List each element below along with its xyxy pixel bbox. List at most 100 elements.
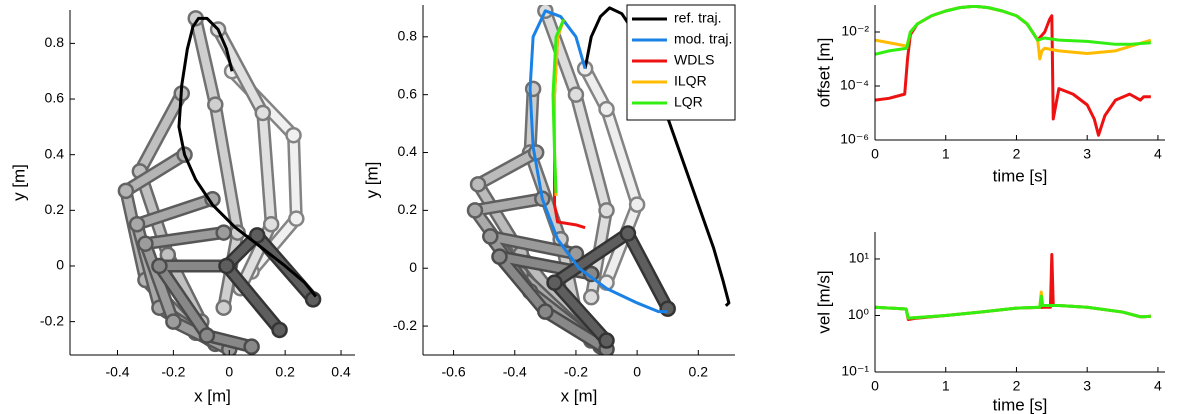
arm-joint bbox=[243, 338, 260, 355]
arm-joint bbox=[469, 176, 487, 193]
y-axis-label: offset [m] bbox=[814, 38, 833, 108]
y-tick-label: 0.6 bbox=[45, 90, 65, 106]
series-line bbox=[177, 16, 318, 298]
x-axis-label: x [m] bbox=[561, 386, 598, 405]
y-tick-label: 0.4 bbox=[45, 145, 65, 161]
x-tick-label: 0 bbox=[871, 146, 879, 162]
y-tick-label: 10⁻⁴ bbox=[840, 77, 869, 93]
panel: -0.6 -0.4 -0.2 0 0.2 -0.2 0 0.2 0.4 0.6 0.8 x [m] y … bbox=[362, 4, 736, 405]
x-tick-label: 4 bbox=[1154, 378, 1162, 394]
y-tick-label: 10⁻¹ bbox=[841, 363, 869, 379]
y-tick-label: 10¹ bbox=[849, 250, 870, 266]
arm-joint bbox=[254, 104, 272, 122]
arm-joint bbox=[165, 313, 182, 330]
x-tick-label: 1 bbox=[942, 146, 950, 162]
y-tick-label: 0.8 bbox=[398, 28, 418, 44]
y-tick-label: 0.2 bbox=[398, 201, 418, 217]
x-axis-label: x [m] bbox=[194, 386, 231, 405]
legend-label: mod. traj. bbox=[674, 31, 732, 47]
arm-joint bbox=[598, 202, 615, 219]
arm-joint bbox=[128, 215, 146, 233]
series-line bbox=[875, 290, 1151, 320]
panel: 0 1 2 3 4 10⁻¹ 10⁰ 10¹ time [s] vel [m/s] bbox=[814, 232, 1165, 414]
y-tick-label: 0 bbox=[409, 259, 417, 275]
y-tick-label: 0.2 bbox=[45, 201, 65, 217]
x-tick-label: -0.2 bbox=[161, 364, 185, 380]
arm-joint bbox=[628, 196, 646, 213]
arm-joint bbox=[524, 80, 542, 98]
plot-area bbox=[466, 5, 731, 355]
x-tick-label: 3 bbox=[1083, 146, 1091, 162]
arm-joint bbox=[288, 210, 305, 227]
x-tick-label: 0 bbox=[225, 364, 233, 380]
plot-area bbox=[875, 252, 1151, 321]
y-tick-label: 10⁻⁶ bbox=[840, 131, 869, 147]
x-tick-label: -0.2 bbox=[564, 364, 588, 380]
arm-link bbox=[222, 231, 318, 334]
arm-joint bbox=[137, 235, 154, 252]
arm-joint bbox=[598, 100, 615, 118]
arm-joint bbox=[215, 224, 232, 241]
x-tick-label: 1 bbox=[942, 378, 950, 394]
arm-joint bbox=[567, 86, 585, 103]
y-tick-label: 0 bbox=[56, 257, 64, 273]
plot-area bbox=[117, 10, 322, 355]
plot-area bbox=[875, 5, 1152, 137]
x-tick-label: -0.4 bbox=[503, 364, 527, 380]
arm-link bbox=[155, 261, 256, 351]
arm-joint bbox=[218, 257, 235, 275]
y-tick-label: 0.4 bbox=[398, 143, 418, 159]
arm-joint bbox=[482, 228, 499, 245]
series-line bbox=[875, 294, 1151, 320]
legend-label: ILQR bbox=[674, 73, 707, 89]
arm-joint bbox=[151, 257, 168, 275]
arm-joint bbox=[491, 248, 508, 265]
y-tick-label: 0.8 bbox=[45, 34, 65, 50]
arm-joint bbox=[117, 182, 135, 200]
y-tick-label: 0.6 bbox=[398, 85, 418, 101]
legend-label: LQR bbox=[674, 94, 703, 110]
arm-joint bbox=[207, 96, 224, 113]
arm-joint bbox=[215, 299, 232, 316]
arm-joint bbox=[659, 300, 676, 317]
y-tick-label: 10⁻² bbox=[841, 23, 869, 39]
legend-label: ref. traj. bbox=[674, 10, 721, 26]
arm-joint bbox=[248, 227, 266, 244]
series-line bbox=[875, 5, 1151, 56]
panel: 0 1 2 3 4 10⁻⁶ 10⁻⁴ 10⁻² time [s] offset [m] bbox=[814, 5, 1165, 185]
x-tick-label: 0 bbox=[871, 378, 879, 394]
arm-joint bbox=[285, 126, 302, 144]
arm-joint bbox=[466, 202, 484, 219]
arm-link bbox=[550, 229, 672, 345]
arm-link bbox=[214, 25, 276, 293]
y-axis-label: y [m] bbox=[362, 162, 381, 199]
arm-link bbox=[495, 252, 611, 354]
panel: -0.4 -0.2 0 0.2 0.4 -0.2 0 0.2 0.4 0.6 0.8 x [m] y [… bbox=[9, 10, 355, 405]
y-tick-label: -0.2 bbox=[40, 312, 64, 328]
arm-joint bbox=[582, 265, 600, 283]
x-tick-label: 2 bbox=[1013, 146, 1021, 162]
legend-label: WDLS bbox=[674, 52, 714, 68]
y-axis-label: y [m] bbox=[9, 164, 28, 201]
x-tick-label: -0.6 bbox=[442, 364, 466, 380]
arm-joint bbox=[198, 327, 216, 344]
arm-joint bbox=[262, 215, 280, 233]
arm-link bbox=[474, 148, 587, 336]
series-line bbox=[528, 9, 668, 314]
arm-joint bbox=[619, 225, 637, 242]
x-axis-label: time [s] bbox=[993, 166, 1048, 185]
arm-joint bbox=[582, 288, 600, 306]
arm-joint bbox=[271, 321, 288, 339]
arm-joint bbox=[546, 274, 563, 291]
x-tick-label: 4 bbox=[1154, 146, 1162, 162]
y-tick-label: -0.2 bbox=[393, 317, 417, 333]
y-axis-label: vel [m/s] bbox=[814, 270, 833, 333]
x-tick-label: 0.4 bbox=[331, 364, 351, 380]
arm-joint bbox=[537, 303, 554, 320]
arm-joint bbox=[598, 332, 615, 349]
x-tick-label: 0.2 bbox=[275, 364, 295, 380]
x-tick-label: 3 bbox=[1083, 378, 1091, 394]
x-axis-label: time [s] bbox=[993, 395, 1048, 414]
x-tick-label: -0.4 bbox=[105, 364, 129, 380]
